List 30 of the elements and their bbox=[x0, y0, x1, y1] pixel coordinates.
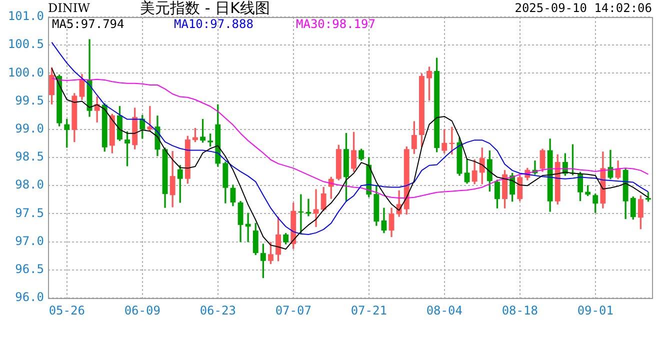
candlestick bbox=[298, 194, 304, 234]
y-tick-label: 97.5 bbox=[15, 206, 44, 220]
x-tick-label: 05-26 bbox=[48, 303, 85, 318]
x-tick-label: 08-18 bbox=[502, 303, 538, 318]
y-tick-label: 100.0 bbox=[8, 65, 44, 80]
text: MA30:98.197 bbox=[296, 17, 376, 32]
x-tick-label: 07-07 bbox=[275, 303, 312, 318]
y-tick-label: 96.0 bbox=[15, 290, 44, 304]
x-tick-label: 07-21 bbox=[350, 303, 387, 318]
text: MA10:97.888 bbox=[174, 17, 254, 32]
text: DINIW bbox=[48, 1, 91, 16]
y-tick-label: 99.0 bbox=[15, 122, 44, 136]
candlestick bbox=[245, 212, 251, 242]
x-tick-label: 06-23 bbox=[200, 303, 236, 318]
candlestick bbox=[449, 126, 455, 154]
chart-title: 美元指数 - 日K线图 bbox=[140, 0, 270, 17]
y-tick-label: 100.5 bbox=[8, 37, 44, 52]
x-tick-label: 09-01 bbox=[577, 303, 614, 318]
text: 2025-09-10 14:02:06 bbox=[514, 1, 652, 16]
candlestick bbox=[313, 189, 319, 227]
candlestick bbox=[147, 106, 153, 131]
y-tick-label: 98.0 bbox=[15, 178, 44, 192]
y-tick-label: 96.5 bbox=[15, 262, 44, 276]
text: MA5:97.794 bbox=[52, 17, 124, 32]
y-tick-label: 101.0 bbox=[8, 9, 44, 24]
y-tick-label: 98.5 bbox=[15, 150, 44, 164]
x-tick-label: 06-09 bbox=[124, 303, 160, 318]
y-tick-label: 99.5 bbox=[15, 93, 44, 108]
x-tick-label: 08-04 bbox=[426, 303, 462, 318]
y-tick-label: 97.0 bbox=[15, 234, 44, 248]
